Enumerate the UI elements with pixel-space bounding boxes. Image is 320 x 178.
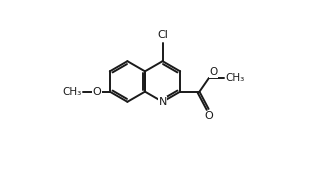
Text: O: O [92,87,101,97]
Text: CH₃: CH₃ [63,87,82,97]
Text: Cl: Cl [157,30,168,40]
Text: CH₃: CH₃ [225,74,244,83]
Text: O: O [209,67,217,77]
Text: N: N [158,97,167,107]
Text: O: O [204,111,213,121]
